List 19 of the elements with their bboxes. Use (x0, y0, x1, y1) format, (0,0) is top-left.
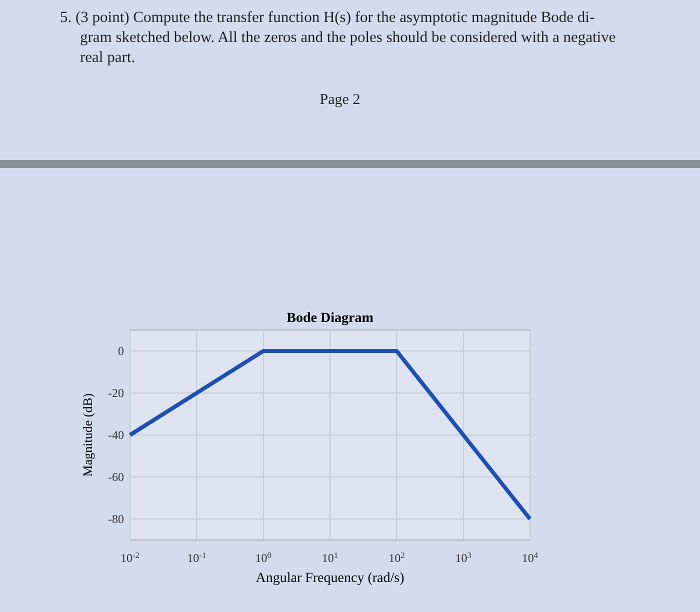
x-tick-label: 10$^{2}$ (388, 550, 405, 565)
y-tick-label: -60 (108, 470, 124, 484)
text: real part. (80, 49, 136, 66)
x-tick-label: 10$^{0}$ (255, 550, 272, 565)
y-tick-label: 0 (118, 344, 124, 358)
text: 5. (3 point) Compute the transfer function H(s) for the asymptotic magnitude Bode di- (60, 9, 595, 26)
x-tick-label: 10$^{-2}$ (120, 550, 140, 565)
y-tick-label: -20 (108, 386, 124, 400)
chart-title: Bode Diagram (286, 311, 374, 326)
x-tick-label: 10$^{3}$ (455, 550, 472, 565)
y-axis-title: Magnitude (dB) (80, 393, 95, 477)
text: gram sketched below. All the zeros and the poles should be considered with a negative (80, 29, 616, 46)
text: Page 2 (320, 92, 360, 108)
x-tick-label: 10$^{4}$ (522, 550, 539, 565)
x-tick-label: 10$^{-1}$ (187, 550, 206, 565)
x-tick-label: 10$^{1}$ (322, 550, 338, 565)
y-tick-label: -80 (108, 512, 124, 526)
y-tick-label: -40 (108, 428, 124, 442)
x-axis-title: Angular Frequency (rad/s) (256, 571, 405, 586)
